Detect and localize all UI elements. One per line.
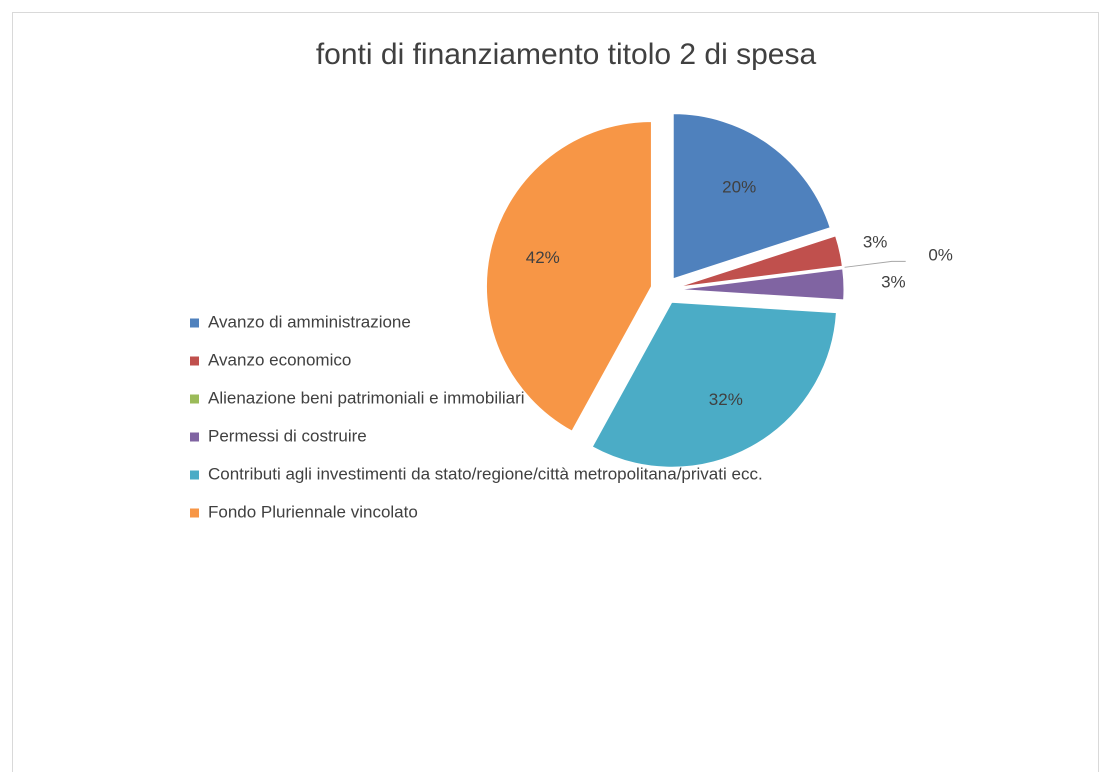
legend-label: Avanzo di amministrazione <box>208 312 411 331</box>
legend-swatch <box>190 394 199 404</box>
data-label: 0% <box>928 246 953 265</box>
pie-slice <box>591 301 837 468</box>
legend-swatch <box>190 432 199 442</box>
data-label: 20% <box>722 177 756 196</box>
pie-slice <box>672 113 831 280</box>
legend-label: Avanzo economico <box>208 350 351 369</box>
chart-title: fonti di finanziamento titolo 2 di spesa <box>316 38 817 71</box>
legend-label: Fondo Pluriennale vincolato <box>208 502 418 521</box>
legend-label: Contributi agli investimenti da stato/re… <box>208 464 763 483</box>
data-label: 32% <box>709 390 743 409</box>
data-label: 42% <box>526 248 560 267</box>
data-label: 3% <box>863 233 888 252</box>
pie-slice <box>485 121 652 432</box>
legend-label: Alienazione beni patrimoniali e immobili… <box>208 388 525 407</box>
leader-line <box>844 260 906 268</box>
legend-swatch <box>190 470 199 480</box>
data-label: 3% <box>881 272 906 291</box>
legend-label: Permessi di costruire <box>208 426 367 445</box>
pie-slice <box>678 268 845 301</box>
pie-slice <box>678 235 843 288</box>
legend-swatch <box>190 318 199 328</box>
legend-swatch <box>190 508 199 518</box>
legend-swatch <box>190 356 199 366</box>
